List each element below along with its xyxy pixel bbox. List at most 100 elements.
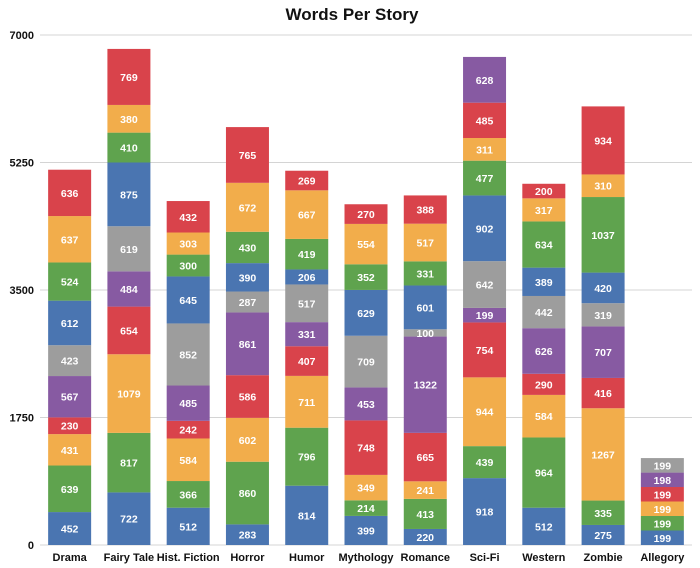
bar-segment [285, 346, 329, 376]
segment-value-label: 852 [179, 349, 197, 361]
bar-segment [166, 481, 210, 508]
bar-segment [640, 487, 684, 502]
bar-segment [522, 507, 566, 545]
segment-value-label: 485 [179, 398, 197, 410]
segment-value-label: 241 [417, 485, 435, 497]
bar-segment [48, 465, 92, 513]
segment-value-label: 769 [120, 72, 138, 84]
segment-value-label: 416 [594, 388, 612, 400]
segment-value-label: 477 [476, 173, 494, 185]
segment-value-label: 554 [357, 239, 375, 251]
segment-value-label: 310 [594, 181, 612, 193]
segment-value-label: 230 [61, 421, 79, 433]
bar-segment [166, 254, 210, 277]
segment-value-label: 484 [120, 284, 138, 296]
segment-value-label: 413 [417, 509, 435, 521]
segment-value-label: 517 [417, 238, 435, 250]
segment-value-label: 317 [535, 205, 553, 217]
bar-segment [107, 162, 151, 227]
bar-stack-mythology: 399 214 349 748 453 709 629 352 554 270 [344, 204, 388, 545]
bar-segment [344, 223, 388, 265]
segment-value-label: 722 [120, 514, 138, 526]
segment-value-label: 270 [357, 209, 375, 221]
segment-value-label: 875 [120, 189, 138, 201]
bar-segment [403, 329, 447, 337]
bar-segment [581, 500, 625, 525]
bar-segment [463, 56, 507, 103]
x-category-label: Horror [230, 552, 265, 564]
segment-value-label: 944 [476, 407, 494, 419]
segment-value-label: 399 [357, 525, 375, 537]
x-category-label: Western [522, 552, 565, 564]
bar-segment [581, 326, 625, 378]
bar-segment [640, 530, 684, 545]
bar-segment [463, 377, 507, 447]
x-axis: Drama Fairy Tale Hist. Fiction Horror Humor M… [53, 552, 686, 564]
bar-segment [48, 169, 92, 217]
segment-value-label: 199 [654, 533, 672, 545]
bar-segment [522, 394, 566, 438]
bar-segment [581, 272, 625, 304]
bar-segment [285, 238, 329, 270]
x-category-label: Allegory [640, 552, 685, 564]
bar-segment [403, 528, 447, 545]
bar-segment [522, 267, 566, 296]
segment-value-label: 626 [535, 346, 553, 358]
bar-segment [581, 197, 625, 273]
segment-value-label: 423 [61, 356, 79, 368]
segment-value-label: 765 [239, 150, 257, 162]
segment-value-label: 275 [594, 530, 612, 542]
segment-value-label: 407 [298, 356, 316, 368]
bar-segment [285, 485, 329, 545]
segment-value-label: 420 [594, 283, 612, 295]
segment-value-label: 637 [61, 234, 79, 246]
segment-value-label: 902 [476, 223, 494, 235]
bar-segment [107, 226, 151, 272]
bar-segment [522, 295, 566, 329]
bar-stack-western: 512 964 584 290 626 442 389 634 317 200 [522, 183, 566, 545]
segment-value-label: 199 [654, 489, 672, 501]
segment-value-label: 431 [61, 445, 79, 457]
segment-value-label: 1037 [591, 230, 615, 242]
bar-stacks: 452 639 431 230 567 423 612 524 637 636 722 817 1079… [48, 48, 684, 545]
segment-value-label: 366 [179, 489, 197, 501]
bar-segment [344, 264, 388, 290]
bar-segment [463, 307, 507, 323]
segment-value-label: 796 [298, 452, 316, 464]
segment-value-label: 331 [298, 329, 316, 341]
segment-value-label: 567 [61, 392, 79, 404]
bar-segment [403, 336, 447, 433]
segment-value-label: 754 [476, 345, 494, 357]
bar-segment [107, 132, 151, 163]
bar-segment [344, 515, 388, 545]
y-tick-label: 7000 [10, 30, 34, 42]
segment-value-label: 452 [61, 524, 79, 536]
segment-value-label: 311 [476, 144, 493, 156]
bar-segment [225, 291, 269, 313]
segment-value-label: 584 [179, 455, 197, 467]
segment-value-label: 453 [357, 399, 375, 411]
bar-segment [48, 417, 92, 435]
bar-segment [344, 204, 388, 224]
segment-value-label: 100 [417, 328, 435, 340]
segment-value-label: 287 [239, 297, 257, 309]
bar-segment [48, 216, 92, 263]
bar-segment [403, 261, 447, 286]
bar-stack-sci-fi: 918 439 944 754 199 642 902 477 311 485 628 [463, 56, 507, 545]
bar-segment [285, 322, 329, 347]
bar-segment [107, 432, 151, 493]
bar-stack-humor: 814 796 711 407 331 517 206 419 667 269 [285, 170, 329, 545]
segment-value-label: 283 [239, 530, 257, 542]
bar-segment [403, 223, 447, 262]
bar-segment [166, 420, 210, 439]
bar-segment [581, 174, 625, 198]
y-axis: 0 1750 3500 5250 7000 [10, 30, 34, 552]
bar-segment [166, 323, 210, 386]
segment-value-label: 512 [535, 521, 553, 533]
segment-value-label: 349 [357, 483, 375, 495]
segment-value-label: 665 [417, 452, 435, 464]
segment-value-label: 645 [179, 295, 197, 307]
segment-value-label: 1322 [414, 380, 438, 392]
bar-segment [463, 195, 507, 262]
segment-value-label: 654 [120, 325, 138, 337]
